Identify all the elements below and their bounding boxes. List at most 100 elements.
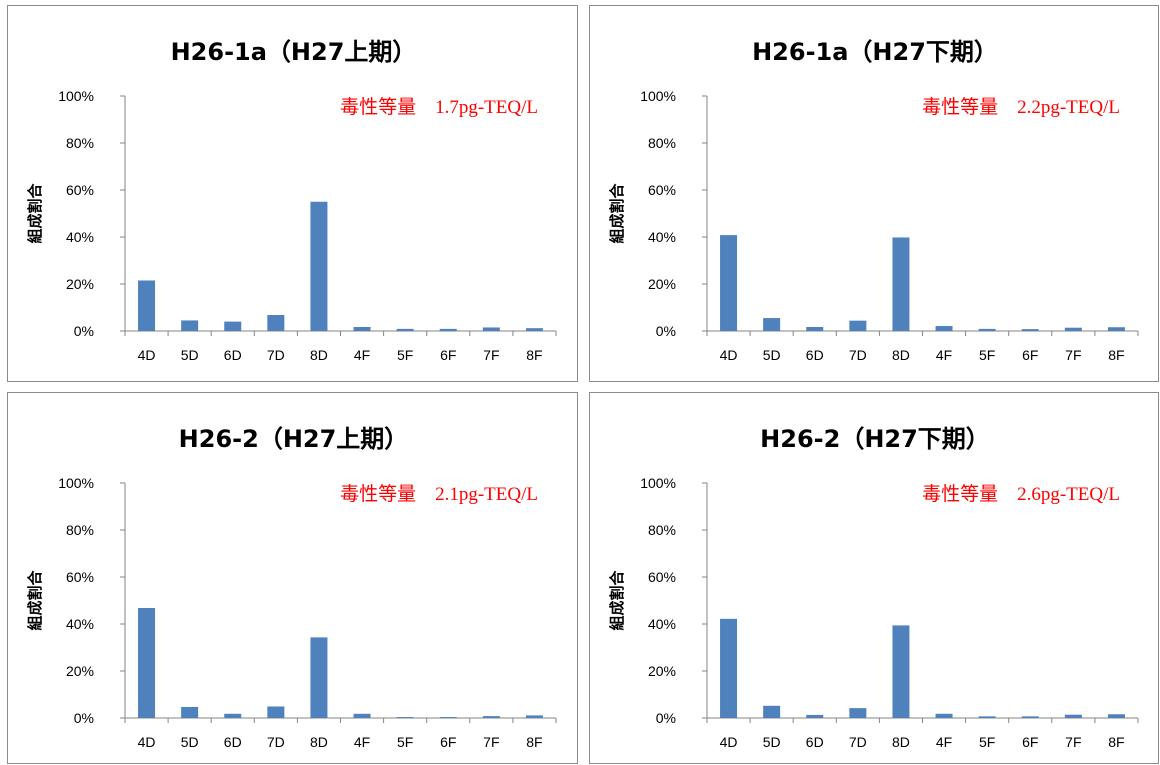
bar-7d [267, 706, 285, 718]
y-tick-label: 80% [66, 522, 94, 538]
bar-8d [310, 201, 328, 331]
x-tick-label: 8D [310, 347, 328, 363]
y-tick-label: 100% [58, 88, 94, 104]
y-tick-label: 60% [648, 182, 676, 198]
x-tick-label: 8D [892, 734, 910, 750]
bar-8f [1107, 714, 1125, 718]
x-tick-label: 7F [483, 734, 499, 750]
bar-4f [353, 713, 371, 718]
bar-8d [310, 637, 328, 718]
y-tick-label: 80% [648, 135, 676, 151]
bar-6d [806, 327, 824, 331]
bar-4f [935, 713, 953, 718]
bar-6d [224, 321, 242, 331]
bar-4d [138, 280, 156, 331]
y-tick-label: 20% [66, 663, 94, 679]
x-tick-label: 5D [763, 347, 781, 363]
x-tick-label: 6F [1022, 734, 1038, 750]
x-tick-label: 6D [806, 734, 824, 750]
bar-5d [763, 705, 781, 718]
bar-5d [181, 706, 199, 718]
y-tick-label: 20% [648, 663, 676, 679]
chart-svg: H26-1a（H27上期） 毒性等量 1.7pg-TEQ/L 組成割合 0% 20% 40… [26, 38, 557, 363]
chart-title: H26-2（H27下期） [760, 425, 990, 453]
bar-7f [1064, 327, 1082, 331]
bar-5d [181, 320, 199, 331]
y-tick-label: 20% [66, 276, 94, 292]
chart-panel-h26-1a-first-half: H26-1a（H27上期） 毒性等量 1.7pg-TEQ/L 組成割合 0% 20% 40… [7, 5, 578, 382]
y-tick-label: 40% [66, 616, 94, 632]
x-tick-label: 7F [1065, 734, 1081, 750]
bar-7d [849, 708, 867, 718]
bar-5f [978, 328, 996, 331]
bar-8d [892, 625, 910, 718]
y-tick-label: 60% [66, 569, 94, 585]
y-tick-label: 0% [656, 323, 676, 339]
bar-7f [482, 327, 500, 331]
bar-4d [720, 235, 738, 331]
x-tick-label: 4F [354, 347, 370, 363]
x-tick-label: 4D [138, 347, 156, 363]
bar-4d [720, 618, 738, 718]
bar-7f [1064, 714, 1082, 718]
x-tick-label: 4D [138, 734, 156, 750]
x-tick-label: 7D [849, 734, 867, 750]
y-tick-label: 0% [656, 710, 676, 726]
bar-5f [978, 716, 996, 718]
x-tick-label: 8F [526, 347, 542, 363]
y-axis-label: 組成割合 [26, 570, 44, 631]
x-tick-label: 8F [1108, 734, 1124, 750]
bar-7d [267, 315, 285, 331]
y-tick-label: 40% [648, 229, 676, 245]
y-tick-label: 0% [74, 710, 94, 726]
chart-svg: H26-1a（H27下期） 毒性等量 2.2pg-TEQ/L 組成割合 0% 20% 40… [608, 38, 1139, 363]
x-tick-label: 5F [979, 347, 995, 363]
y-axis-label: 組成割合 [608, 570, 626, 631]
x-tick-label: 7F [1065, 347, 1081, 363]
y-tick-label: 60% [66, 182, 94, 198]
bar-7d [849, 320, 867, 331]
bar-6f [1021, 329, 1039, 331]
y-tick-label: 60% [648, 569, 676, 585]
y-tick-label: 40% [648, 616, 676, 632]
bar-6d [806, 714, 824, 718]
x-tick-label: 6D [224, 734, 242, 750]
y-tick-label: 80% [648, 522, 676, 538]
bar-8f [525, 328, 543, 331]
y-axis-label: 組成割合 [26, 183, 44, 244]
bar-6d [224, 713, 242, 718]
x-tick-label: 4D [720, 734, 738, 750]
x-tick-label: 7D [267, 734, 285, 750]
chart-panel-h26-1a-second-half: H26-1a（H27下期） 毒性等量 2.2pg-TEQ/L 組成割合 0% 20% 40… [589, 5, 1159, 382]
bar-5f [396, 717, 414, 718]
bar-8f [1107, 327, 1125, 331]
x-tick-label: 5D [763, 734, 781, 750]
bar-5f [396, 328, 414, 331]
chart-panel-h26-2-first-half: H26-2（H27上期） 毒性等量 2.1pg-TEQ/L 組成割合 0% 20% 40%… [7, 392, 578, 764]
bar-6f [1021, 716, 1039, 718]
toxicity-annotation: 毒性等量 2.1pg-TEQ/L [340, 483, 538, 505]
chart-title: H26-1a（H27上期） [171, 38, 417, 66]
x-tick-label: 5F [397, 734, 413, 750]
x-tick-label: 7F [483, 347, 499, 363]
x-tick-label: 7D [267, 347, 285, 363]
bar-8f [525, 715, 543, 718]
x-tick-label: 5F [397, 347, 413, 363]
x-tick-label: 5F [979, 734, 995, 750]
y-tick-label: 20% [648, 276, 676, 292]
y-tick-label: 100% [640, 88, 676, 104]
x-tick-label: 4F [354, 734, 370, 750]
chart-title: H26-2（H27上期） [179, 425, 409, 453]
chart-svg: H26-2（H27下期） 毒性等量 2.6pg-TEQ/L 組成割合 0% 20% 40%… [608, 425, 1139, 750]
y-tick-label: 80% [66, 135, 94, 151]
chart-title: H26-1a（H27下期） [752, 38, 998, 66]
y-tick-label: 100% [640, 475, 676, 491]
x-tick-label: 6F [440, 734, 456, 750]
chart-panel-h26-2-second-half: H26-2（H27下期） 毒性等量 2.6pg-TEQ/L 組成割合 0% 20% 40%… [589, 392, 1159, 764]
x-tick-label: 6F [440, 347, 456, 363]
bar-4f [353, 327, 371, 331]
x-tick-label: 6F [1022, 347, 1038, 363]
x-tick-label: 4F [936, 734, 952, 750]
y-axis-label: 組成割合 [608, 183, 626, 244]
toxicity-annotation: 毒性等量 2.2pg-TEQ/L [922, 96, 1120, 118]
